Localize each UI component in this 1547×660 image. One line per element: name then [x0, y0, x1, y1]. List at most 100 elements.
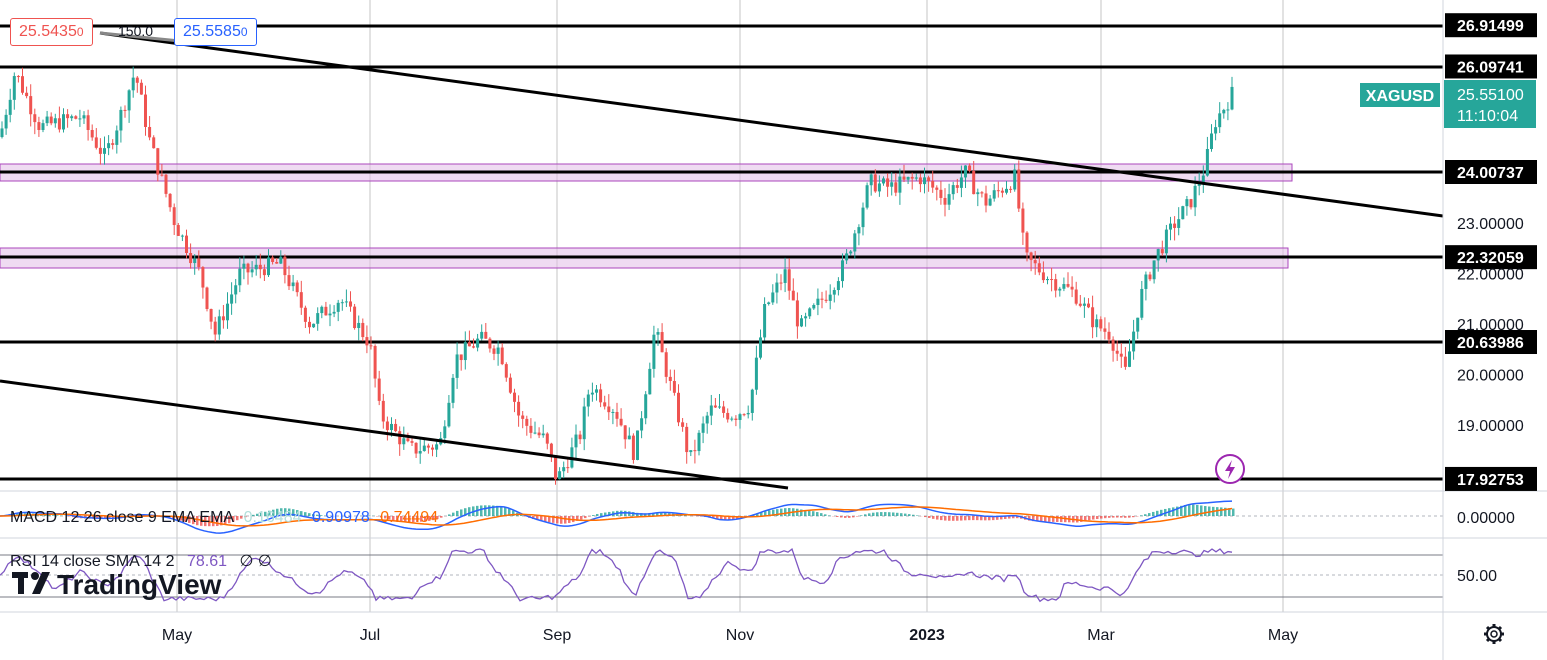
candle-body: [955, 185, 959, 188]
time-axis-label: 2023: [909, 627, 945, 644]
macd-histogram-bar: [880, 512, 883, 516]
candle-body: [992, 190, 996, 199]
macd-histogram-bar: [1052, 516, 1055, 522]
rsi-legend[interactable]: RSI 14 close SMA 14 2 78.61 ∅ ∅: [10, 553, 272, 570]
candle-body: [349, 301, 352, 307]
candle-body: [1037, 263, 1041, 273]
macd-histogram-bar: [760, 512, 763, 516]
candle-body: [873, 174, 877, 192]
macd-histogram-bar: [580, 516, 583, 520]
macd-histogram-bar: [468, 507, 471, 516]
candle-body: [734, 418, 738, 420]
candle-body: [8, 99, 12, 115]
candle-body: [135, 77, 139, 83]
alert-lightning-icon[interactable]: [1215, 454, 1245, 484]
lot-size[interactable]: 150.0: [118, 23, 154, 39]
trendline-descending-lower[interactable]: [0, 379, 789, 490]
candle-body: [1009, 188, 1013, 190]
candle-body: [152, 137, 156, 149]
candle-body: [574, 434, 578, 448]
macd-histogram-bar: [824, 514, 827, 516]
candle-body: [496, 347, 500, 354]
candle-body: [226, 303, 229, 321]
candle-body: [988, 198, 992, 206]
candle-body: [927, 177, 931, 181]
candle-body: [545, 433, 549, 444]
candle-body: [398, 431, 402, 445]
macd-legend[interactable]: MACD 12 26 close 9 EMA EMA 0.16484 0.909…: [10, 509, 438, 526]
candle-body: [197, 258, 201, 268]
candle-body: [373, 345, 377, 379]
candle-body: [1128, 351, 1131, 367]
sell-price-button[interactable]: 25.54350: [10, 18, 93, 46]
macd-histogram-bar: [176, 516, 179, 520]
candle-body: [193, 258, 197, 264]
candle-body: [595, 389, 598, 393]
candle-body: [414, 442, 418, 454]
candle-body: [144, 94, 147, 127]
macd-histogram-bar: [780, 508, 783, 516]
time-axis-labels: May Jul Sep Nov 2023 Mar May: [162, 627, 1298, 644]
candle-body: [74, 116, 78, 119]
macd-histogram-bar: [236, 516, 239, 521]
candle-body: [652, 334, 656, 369]
candle-body: [381, 400, 385, 422]
macd-histogram-bar: [576, 516, 579, 521]
price-tick-label: 19.00000: [1457, 418, 1524, 435]
macd-histogram-bar: [224, 516, 227, 525]
time-axis-label: Jul: [360, 627, 380, 644]
candle-body: [463, 342, 467, 361]
candle-body: [156, 148, 160, 175]
candle-body: [480, 331, 484, 339]
candle-body: [541, 433, 545, 436]
candle-body: [12, 76, 16, 100]
trendline-descending-upper[interactable]: [99, 31, 1444, 218]
macd-histogram-bar: [56, 515, 59, 516]
candle-body: [722, 406, 726, 413]
candle-body: [554, 456, 557, 480]
candle-body: [1082, 303, 1086, 306]
symbol-badge-text: XAGUSD: [1366, 88, 1434, 105]
macd-histogram-bar: [980, 516, 983, 521]
candle-body: [1222, 109, 1226, 114]
macd-histogram-bar: [112, 516, 115, 519]
macd-histogram-bar: [812, 511, 815, 516]
candle-body: [968, 165, 972, 171]
macd-histogram-bar: [1192, 504, 1195, 516]
candle-body: [558, 471, 562, 480]
candle-body: [472, 346, 475, 348]
macd-histogram-bar: [1032, 516, 1035, 522]
macd-histogram-bar: [540, 516, 543, 521]
macd-histogram-bar: [872, 512, 875, 516]
macd-histogram-bar: [484, 505, 487, 516]
candle-body: [738, 414, 742, 420]
candle-body: [488, 338, 492, 349]
buy-price-button[interactable]: 25.55850: [174, 18, 257, 46]
candle-body: [29, 96, 33, 115]
macd-histogram-bar: [288, 508, 291, 516]
macd-histogram-bar: [1016, 516, 1019, 519]
candle-body: [812, 304, 816, 309]
candle-body: [90, 129, 94, 138]
sell-price: 25.5435: [19, 23, 77, 40]
macd-axis-tick: 0.00000: [1457, 510, 1515, 527]
candle-body: [1119, 353, 1123, 357]
candle-body: [369, 345, 373, 347]
macd-histogram-bar: [1028, 516, 1031, 521]
macd-histogram-bar: [756, 513, 759, 516]
price-tick-label: 21.00000: [1457, 317, 1524, 334]
candle-body: [984, 193, 988, 206]
macd-histogram-bar: [100, 516, 103, 519]
settings-gear-icon[interactable]: [1484, 624, 1504, 644]
candle-body: [1033, 260, 1037, 264]
candle-body: [525, 418, 529, 426]
macd-histogram-bar: [1036, 516, 1039, 522]
level-label: 26.09741: [1457, 59, 1524, 76]
candle-body: [242, 263, 246, 269]
candle-body: [759, 337, 762, 358]
candle-body: [1169, 223, 1172, 230]
candle-body: [455, 354, 459, 378]
candle-body: [160, 174, 164, 176]
macd-histogram-bar: [464, 508, 467, 516]
